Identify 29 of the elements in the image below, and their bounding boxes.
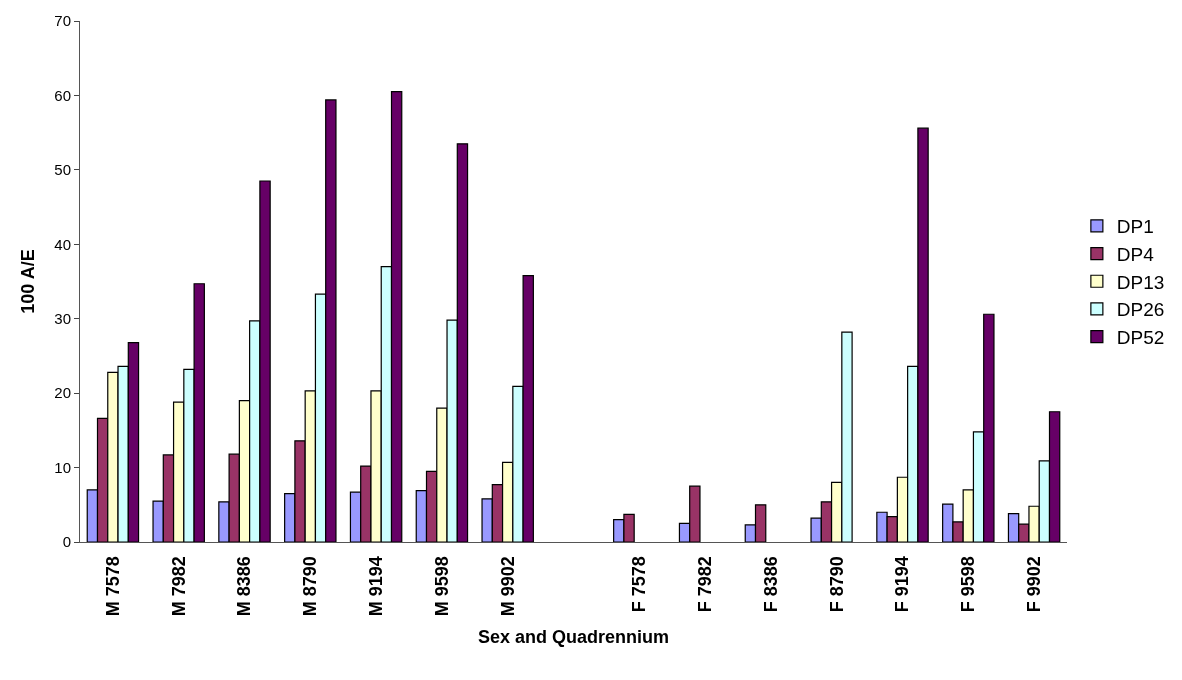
legend-label: DP1 [1116,216,1154,238]
x-tick-label: F 8386 [760,556,781,613]
x-tick-label: F 9194 [892,556,913,613]
legend-label: DP26 [1116,299,1165,321]
x-tick-label: F 9902 [1023,556,1044,613]
y-tick-label: 40 [54,235,71,253]
x-tick-label: M 9194 [365,556,386,617]
x-tick-label: M 9902 [497,556,518,617]
y-tick-label: 70 [54,12,71,30]
legend-label: DP52 [1116,327,1165,349]
y-tick-label: 0 [62,533,71,551]
x-tick-label: F 7578 [629,556,650,613]
x-tick-label: M 8790 [300,556,321,617]
y-tick-label: 20 [54,384,71,402]
x-tick-label: M 7578 [102,556,123,617]
legend-label: DP4 [1116,243,1155,265]
x-tick-label: F 7982 [694,556,715,613]
x-tick-label: F 9598 [958,556,979,613]
y-axis-title: 100 A/E [17,249,38,314]
y-tick-label: 60 [54,86,71,104]
legend-label: DP13 [1116,271,1165,293]
y-tick-label: 50 [54,161,71,179]
x-tick-label: F 8790 [826,556,847,613]
x-axis-title: Sex and Quadrennium [477,627,670,648]
x-tick-label: M 7982 [168,556,189,617]
y-tick-label: 10 [54,458,71,476]
x-tick-label: M 8386 [234,556,255,617]
y-tick-label: 30 [54,309,71,327]
x-tick-label: M 9598 [431,556,452,617]
